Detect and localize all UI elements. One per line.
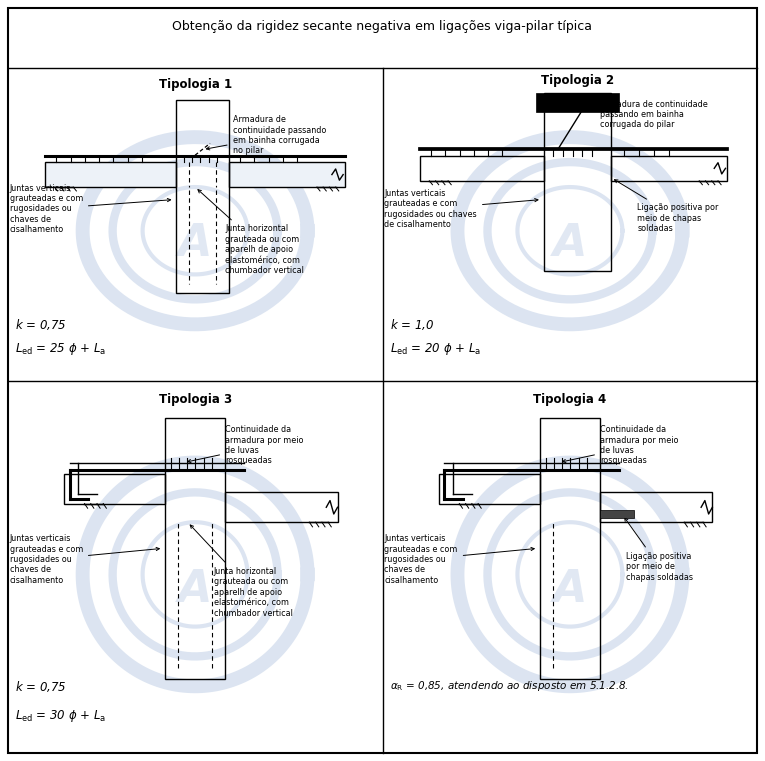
Bar — [540, 418, 600, 679]
Text: A: A — [177, 568, 213, 611]
Bar — [64, 473, 165, 504]
Bar — [439, 473, 540, 504]
Bar — [611, 156, 728, 181]
Text: Continuidade da
armadura por meio
de luvas
rosqueadas: Continuidade da armadura por meio de luv… — [187, 425, 304, 466]
Bar — [45, 162, 177, 187]
Bar — [225, 492, 337, 522]
Text: $k$ = 0,75: $k$ = 0,75 — [15, 317, 67, 332]
Text: Juntas verticais
grauteadas e com
rugosidades ou chaves
de cisalhamento: Juntas verticais grauteadas e com rugosi… — [384, 189, 538, 229]
Text: $k$ = 1,0: $k$ = 1,0 — [390, 317, 435, 332]
Text: Juntas verticais
grauteadas e com
rugosidades ou
chaves de
cisalhamento: Juntas verticais grauteadas e com rugosi… — [384, 534, 534, 584]
Text: Tipologia 4: Tipologia 4 — [533, 393, 607, 406]
Text: Tipologia 2: Tipologia 2 — [541, 75, 614, 88]
Bar — [600, 511, 633, 518]
Text: Tipologia 3: Tipologia 3 — [158, 393, 232, 406]
Bar — [544, 94, 611, 271]
Text: A: A — [552, 568, 588, 611]
Text: $L_{\rm ed}$ = 30 $\phi$ + $L_{\rm a}$: $L_{\rm ed}$ = 30 $\phi$ + $L_{\rm a}$ — [15, 708, 106, 724]
Bar — [229, 162, 345, 187]
Text: Ligação positiva
por meio de
chapas soldadas: Ligação positiva por meio de chapas sold… — [625, 518, 693, 582]
Bar — [229, 162, 345, 187]
Text: Armadura de
continuidade passando
em bainha corrugada
no pilar: Armadura de continuidade passando em bai… — [207, 116, 326, 155]
Text: Obtenção da rigidez secante negativa em ligações viga-pilar típica: Obtenção da rigidez secante negativa em … — [172, 20, 593, 33]
Text: Ligação positiva por
meio de chapas
soldadas: Ligação positiva por meio de chapas sold… — [614, 180, 719, 233]
Text: Juntas verticais
grauteadas e com
rugosidades ou
chaves de
cisalhamento: Juntas verticais grauteadas e com rugosi… — [9, 534, 159, 584]
Bar — [165, 418, 225, 679]
Text: $\alpha_{\rm R}$ = 0,85, atendendo ao disposto em 5.1.2.8.: $\alpha_{\rm R}$ = 0,85, atendendo ao di… — [390, 680, 629, 693]
Text: Tipologia 1: Tipologia 1 — [158, 78, 232, 91]
Text: $L_{\rm ed}$ = 25 $\phi$ + $L_{\rm a}$: $L_{\rm ed}$ = 25 $\phi$ + $L_{\rm a}$ — [15, 341, 106, 358]
Bar — [420, 156, 544, 181]
Bar — [600, 492, 712, 522]
Text: A: A — [177, 221, 213, 265]
Bar — [177, 100, 229, 293]
Text: $k$ = 0,75: $k$ = 0,75 — [15, 679, 67, 694]
Bar — [536, 94, 619, 112]
Bar — [45, 162, 177, 187]
Text: Juntas verticais
grauteadas e com
rugosidades ou
chaves de
cisalhamento: Juntas verticais grauteadas e com rugosi… — [9, 183, 171, 234]
Text: $L_{\rm ed}$ = 20 $\phi$ + $L_{\rm a}$: $L_{\rm ed}$ = 20 $\phi$ + $L_{\rm a}$ — [390, 341, 481, 358]
Text: Junta horizontal
grauteada ou com
aparelh de apoio
elastomérico, com
chumbador v: Junta horizontal grauteada ou com aparel… — [190, 525, 293, 617]
Text: Junta horizontal
grauteada ou com
aparelh de apoio
elastomérico, com
chumbador v: Junta horizontal grauteada ou com aparel… — [198, 189, 304, 275]
Text: A: A — [552, 221, 588, 265]
Text: Armadura de continuidade
passando em bainha
corrugada do pilar: Armadura de continuidade passando em bai… — [581, 100, 708, 129]
Text: Continuidade da
armadura por meio
de luvas
rosqueadas: Continuidade da armadura por meio de luv… — [562, 425, 679, 466]
